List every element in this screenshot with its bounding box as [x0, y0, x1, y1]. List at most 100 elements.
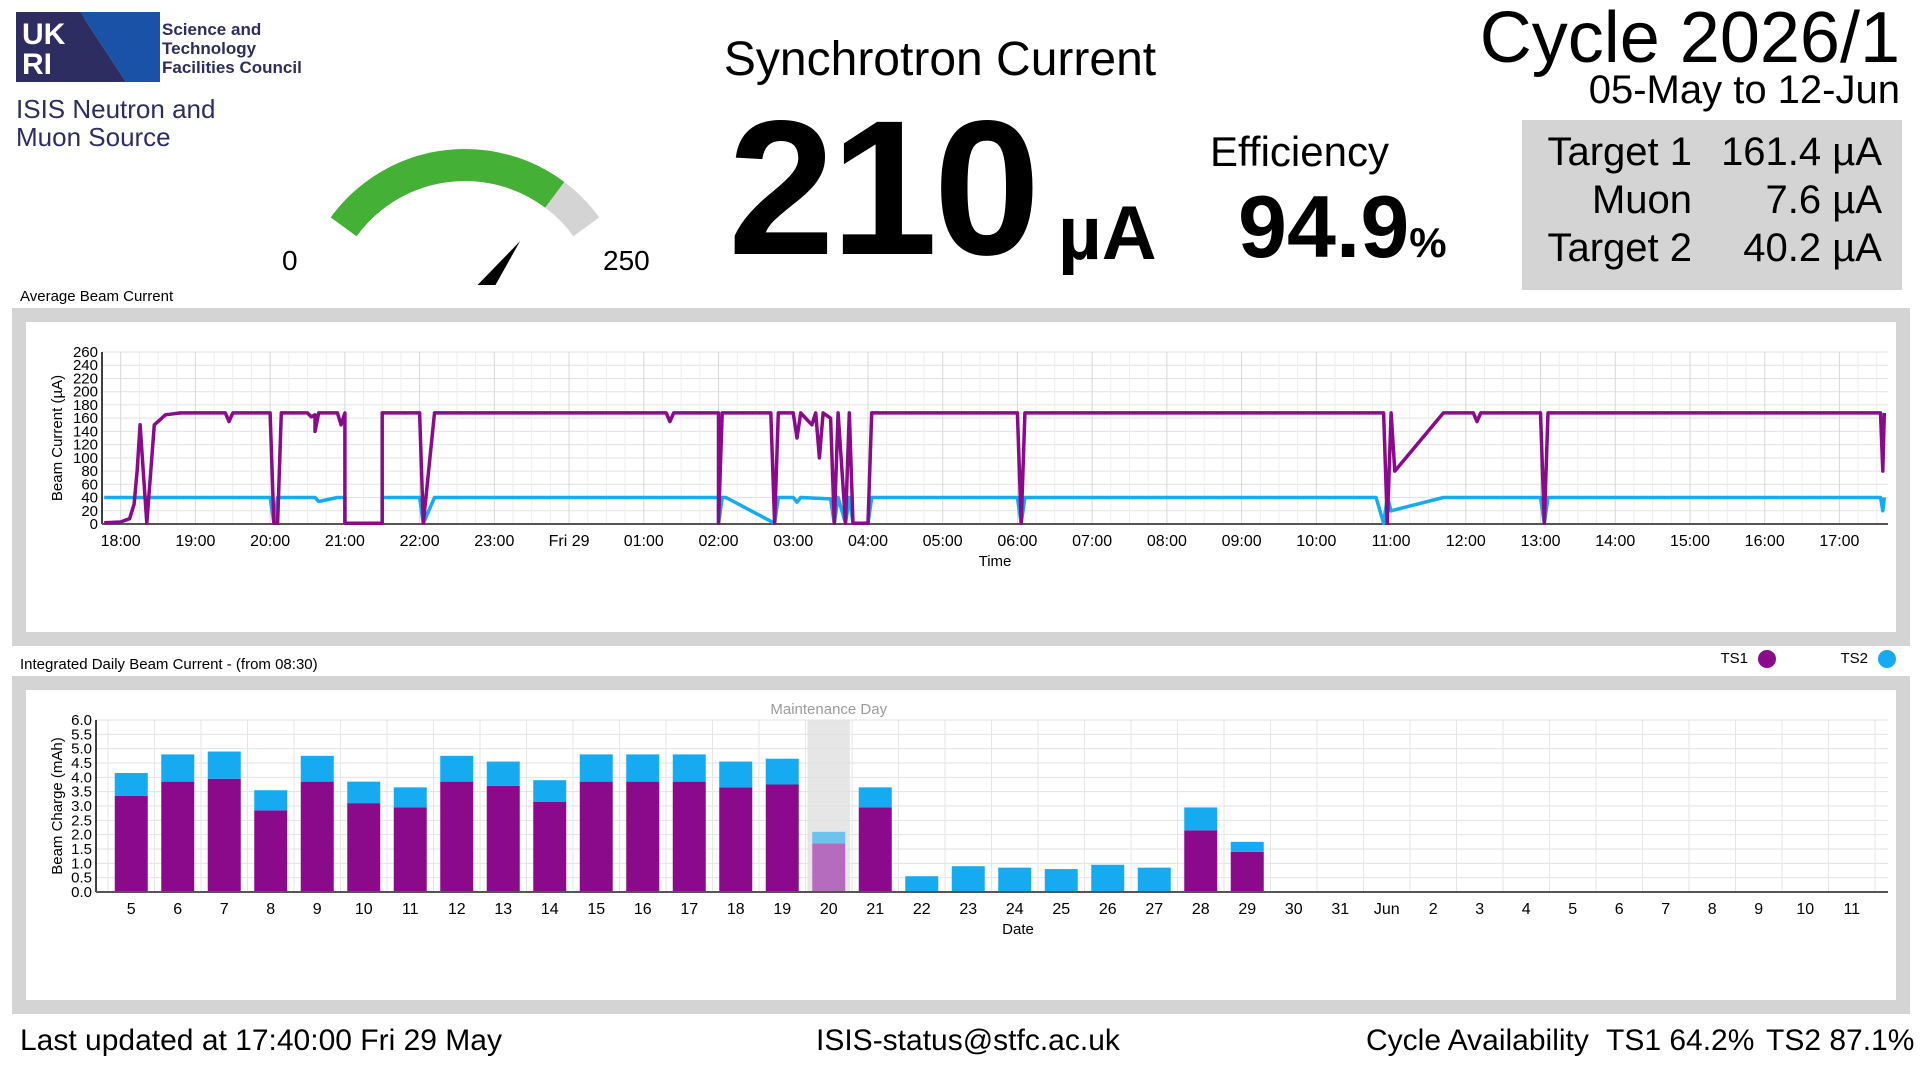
bar-ts2: [858, 787, 892, 808]
x-axis-title: Time: [979, 553, 1012, 570]
legend-ts1-label: TS1: [1720, 650, 1748, 667]
last-updated: Last updated at 17:40:00 Fri 29 May: [20, 1024, 502, 1057]
x-tick-label: 20: [820, 901, 838, 918]
synchrotron-title: Synchrotron Current: [723, 33, 1157, 86]
daily-panel-title: Integrated Daily Beam Current - (from 08…: [20, 656, 318, 673]
cycle-title: Cycle 2026/1: [1479, 0, 1900, 78]
x-tick-label: 06:00: [997, 533, 1037, 550]
bar-ts2: [905, 876, 939, 892]
x-tick-label: 14:00: [1595, 533, 1635, 550]
bar-ts1: [579, 781, 613, 892]
bar-ts1: [1184, 830, 1218, 892]
bar-ts1: [440, 781, 474, 892]
x-tick-label: 11: [402, 901, 419, 918]
bar-ts2: [998, 867, 1032, 892]
x-tick-label: 5: [127, 901, 136, 918]
target-row: Muon 7.6 µA: [1522, 178, 1902, 226]
y-tick-label: 180: [73, 397, 98, 414]
y-axis-title: Beam Charge (mAh): [49, 737, 66, 875]
bar-ts2: [254, 790, 288, 811]
svg-text:RI: RI: [22, 48, 52, 81]
bar-ts1: [300, 781, 334, 892]
bar-ts2: [533, 780, 567, 802]
bar-ts2: [300, 755, 334, 782]
cycle-range: 05-May to 12-Jun: [1588, 68, 1900, 112]
contact-email[interactable]: ISIS-status@stfc.ac.uk: [816, 1024, 1120, 1057]
y-tick-label: 40: [81, 490, 98, 507]
y-tick-label: 80: [81, 463, 98, 480]
bar-ts2: [812, 831, 846, 844]
x-tick-label: 04:00: [848, 533, 888, 550]
bar-ts2: [1044, 869, 1078, 892]
x-tick-label: 11:00: [1372, 533, 1411, 550]
stfc-line-2: Technology: [162, 39, 257, 58]
x-tick-label: 07:00: [1072, 533, 1112, 550]
x-tick-label: 12: [448, 901, 466, 918]
target-value: 40.2 µA: [1743, 226, 1882, 270]
availability-label: Cycle Availability: [1366, 1024, 1589, 1057]
bar-ts1: [719, 787, 753, 892]
x-tick-label: 28: [1192, 901, 1210, 918]
bar-ts1: [858, 807, 892, 892]
y-tick-label: 140: [73, 423, 98, 440]
current-gauge: 0 250: [282, 149, 650, 285]
x-tick-label: 4: [1522, 901, 1531, 918]
x-tick-label: 26: [1099, 901, 1117, 918]
x-tick-label: 24: [1006, 901, 1024, 918]
bar-ts2: [161, 754, 195, 782]
efficiency-title: Efficiency: [1210, 128, 1389, 175]
legend-ts2: TS2: [1840, 650, 1896, 669]
target-name: Target 1: [1547, 130, 1692, 174]
daily-beam-chart: Maintenance Day0.00.51.01.52.02.53.03.54…: [49, 701, 1888, 938]
ts1-series-line: [104, 411, 1887, 526]
x-tick-label: 15: [587, 901, 605, 918]
x-tick-label: 6: [1615, 901, 1624, 918]
y-axis-title: Beam Current (µA): [49, 375, 66, 501]
x-tick-label: 29: [1238, 901, 1256, 918]
bar-ts1: [161, 781, 195, 892]
y-tick-label: 2.0: [71, 827, 92, 844]
bar-ts2: [114, 773, 148, 796]
bar-ts1: [765, 784, 799, 892]
target-row: Target 2 40.2 µA: [1522, 226, 1902, 274]
x-tick-label: 7: [1661, 901, 1670, 918]
org-line-1: ISIS Neutron and: [16, 94, 216, 124]
bar-ts1: [1230, 851, 1264, 892]
efficiency-value: 94.9: [1238, 177, 1410, 276]
stfc-line-3: Facilities Council: [162, 58, 302, 77]
bar-ts1: [533, 801, 567, 892]
bar-ts2: [1230, 841, 1264, 852]
y-tick-label: 4.5: [71, 755, 92, 772]
y-tick-label: 0.5: [71, 870, 92, 887]
bar-ts2: [207, 751, 241, 779]
x-tick-label: 9: [313, 901, 322, 918]
x-tick-label: 16:00: [1745, 533, 1785, 550]
y-tick-label: 120: [73, 437, 98, 454]
bar-ts2: [486, 761, 520, 786]
bar-ts2: [626, 754, 660, 782]
x-tick-label: 22: [913, 901, 931, 918]
y-tick-label: 60: [81, 476, 98, 493]
x-tick-label: 16: [634, 901, 652, 918]
bar-ts1: [812, 843, 846, 892]
x-tick-label: 31: [1331, 901, 1349, 918]
legend-ts1: TS1: [1720, 650, 1776, 669]
x-tick-label: 17: [680, 901, 698, 918]
x-tick-label: 30: [1285, 901, 1303, 918]
legend-ts2-dot: [1878, 650, 1896, 669]
ts2-availability: TS2 87.1%: [1766, 1024, 1915, 1057]
x-tick-label: 21: [866, 901, 884, 918]
gauge-max-label: 250: [603, 245, 650, 276]
gauge-needle: [477, 241, 521, 285]
org-name: ISIS Neutron and Muon Source: [16, 95, 215, 151]
y-tick-label: 100: [73, 450, 98, 467]
y-tick-label: 3.0: [71, 798, 92, 815]
y-tick-label: 2.5: [71, 812, 92, 829]
svg-text:UK: UK: [22, 18, 66, 51]
bar-ts1: [486, 785, 520, 892]
target-value: 7.6 µA: [1765, 178, 1882, 222]
stfc-wordmark: Science and Technology Facilities Counci…: [162, 20, 302, 77]
gauge-min-label: 0: [282, 245, 298, 276]
x-tick-label: 7: [220, 901, 229, 918]
